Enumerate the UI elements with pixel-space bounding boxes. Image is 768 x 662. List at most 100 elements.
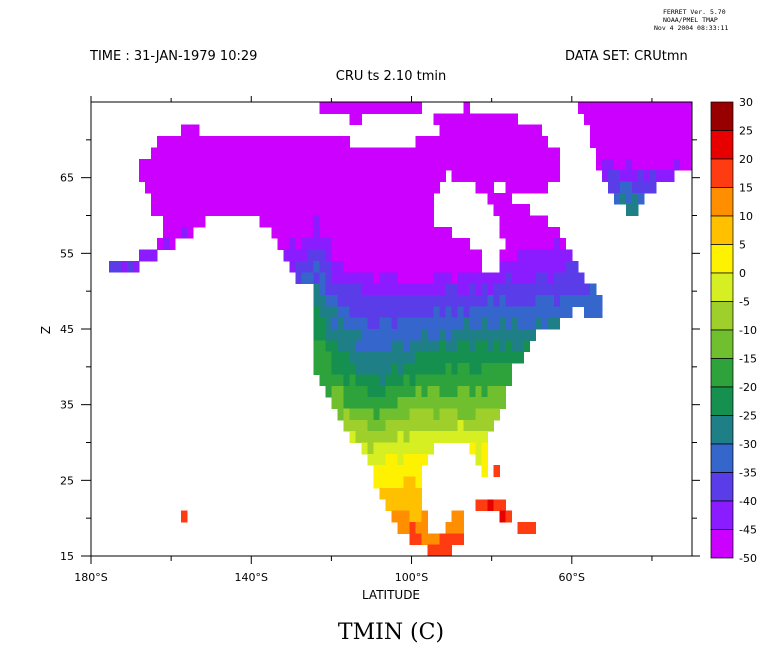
- heatmap-cell: [499, 329, 507, 341]
- heatmap-cell: [343, 374, 350, 387]
- heatmap-cell: [487, 294, 495, 307]
- heatmap-cell: [685, 147, 693, 160]
- colorbar-label: -25: [739, 410, 757, 423]
- heatmap-cell: [337, 397, 344, 409]
- heatmap-cell: [391, 453, 398, 466]
- heatmap-cell: [487, 340, 495, 353]
- heatmap-cell: [415, 283, 422, 296]
- heatmap-cell: [391, 340, 398, 353]
- heatmap-cell: [301, 249, 308, 262]
- heatmap-cell: [631, 102, 639, 114]
- heatmap-cell: [439, 170, 447, 182]
- heatmap-cell: [301, 181, 308, 194]
- heatmap-cell: [457, 533, 465, 546]
- heatmap-cell: [553, 294, 561, 307]
- heatmap-cell: [187, 124, 194, 137]
- heatmap-cell: [415, 181, 422, 194]
- heatmap-cell: [493, 499, 501, 512]
- heatmap-cell: [337, 408, 344, 421]
- heatmap-cell: [487, 419, 495, 432]
- heatmap-cell: [379, 215, 386, 228]
- heatmap-cell: [157, 170, 164, 182]
- heatmap-cell: [253, 170, 260, 182]
- heatmap-cell: [481, 408, 489, 421]
- heatmap-cell: [319, 158, 326, 171]
- heatmap-cell: [391, 192, 398, 205]
- heatmap-cell: [517, 329, 525, 341]
- heatmap-cell: [349, 408, 356, 421]
- heatmap-cell: [487, 317, 495, 330]
- heatmap-cell: [175, 136, 182, 148]
- heatmap-cell: [475, 124, 483, 137]
- heatmap-cell: [619, 113, 627, 126]
- heatmap-cell: [481, 329, 489, 341]
- heatmap-cell: [385, 181, 392, 194]
- heatmap-cell: [163, 170, 170, 182]
- heatmap-cell: [517, 204, 525, 216]
- heatmap-cell: [349, 238, 356, 250]
- heatmap-cell: [499, 499, 507, 512]
- heatmap-cell: [403, 499, 410, 512]
- heatmap-cell: [319, 102, 326, 114]
- heatmap-cell: [391, 419, 398, 432]
- heatmap-cell: [241, 136, 248, 148]
- heatmap-cell: [667, 147, 675, 160]
- y-tick-label: 45: [60, 323, 74, 336]
- heatmap-cell: [517, 306, 525, 319]
- heatmap-cell: [475, 419, 483, 432]
- heatmap-cell: [337, 249, 344, 262]
- heatmap-cell: [283, 226, 290, 239]
- heatmap-cell: [553, 158, 561, 171]
- heatmap-cell: [643, 124, 651, 137]
- heatmap-cell: [433, 238, 441, 250]
- heatmap-cell: [619, 124, 627, 137]
- heatmap-cell: [523, 215, 531, 228]
- heatmap-cell: [499, 136, 507, 148]
- heatmap-cell: [151, 147, 158, 160]
- heatmap-cell: [373, 442, 380, 455]
- heatmap-cell: [451, 431, 459, 443]
- heatmap-cell: [373, 397, 380, 409]
- heatmap-cell: [391, 408, 398, 421]
- heatmap-cell: [457, 124, 465, 137]
- heatmap-cell: [379, 385, 386, 398]
- heatmap-cell: [385, 317, 392, 330]
- heatmap-cell: [475, 408, 483, 421]
- heatmap-cell: [409, 487, 416, 500]
- heatmap-cell: [409, 102, 416, 114]
- heatmap-cell: [547, 294, 555, 307]
- heatmap-cell: [481, 181, 489, 194]
- y-tick-label: 35: [60, 399, 74, 412]
- heatmap-cell: [523, 249, 531, 262]
- heatmap-cell: [319, 215, 326, 228]
- colorbar-labels: 302520151050-5-10-15-20-25-30-35-40-45-5…: [739, 96, 757, 565]
- heatmap-cell: [493, 294, 501, 307]
- heatmap-cell: [421, 272, 429, 285]
- heatmap-cell: [367, 374, 374, 387]
- heatmap-cell: [415, 431, 422, 443]
- heatmap-cell: [409, 453, 416, 466]
- heatmap-cell: [361, 272, 368, 285]
- heatmap-cell: [439, 306, 447, 319]
- heatmap-cell: [229, 136, 236, 148]
- heatmap-cell: [121, 260, 128, 273]
- heatmap-cell: [433, 544, 441, 557]
- heatmap-cell: [439, 260, 447, 273]
- heatmap-cell: [277, 192, 284, 205]
- heatmap-cell: [517, 238, 525, 250]
- heatmap-cell: [469, 408, 477, 421]
- heatmap-cell: [193, 124, 200, 137]
- heatmap-cell: [631, 181, 639, 194]
- heatmap-cell: [403, 272, 410, 285]
- heatmap-cell: [433, 329, 441, 341]
- heatmap-cell: [667, 113, 675, 126]
- heatmap-cell: [445, 158, 453, 171]
- heatmap-cell: [385, 408, 392, 421]
- heatmap-cell: [499, 385, 507, 398]
- heatmap-cell: [163, 238, 170, 250]
- heatmap-cell: [373, 306, 380, 319]
- heatmap-cell: [523, 136, 531, 148]
- heatmap-cell: [355, 419, 362, 432]
- heatmap-cell: [205, 136, 212, 148]
